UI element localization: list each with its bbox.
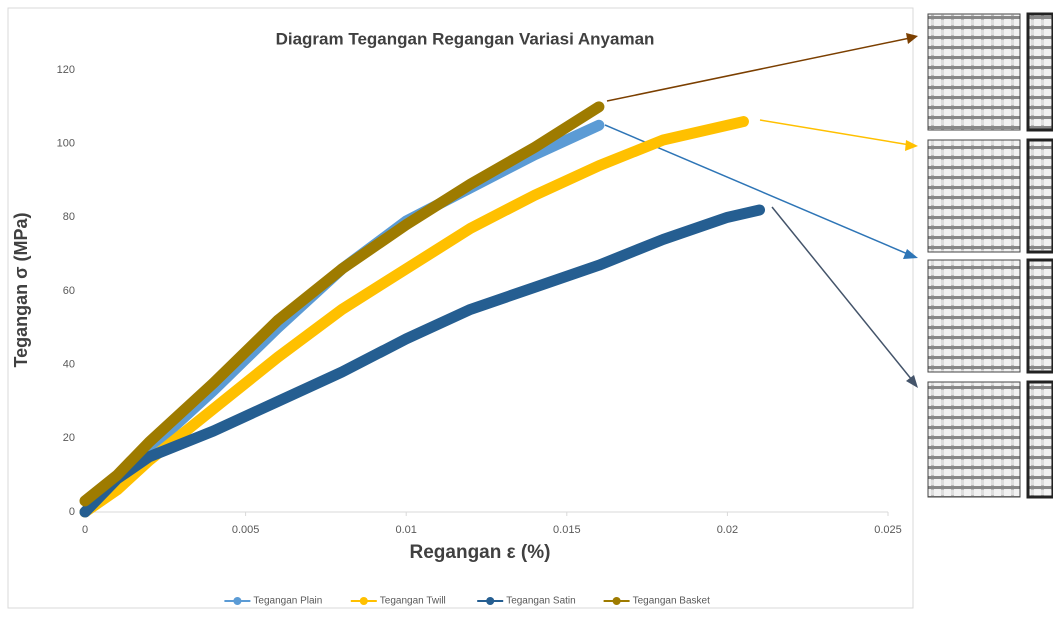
x-tick-label: 0.025 <box>874 524 902 536</box>
legend-label: Tegangan Satin <box>506 596 576 607</box>
x-tick-label: 0.02 <box>717 524 738 536</box>
weave-satin <box>928 382 1020 497</box>
legend-marker <box>486 597 494 605</box>
x-tick-label: 0.005 <box>232 524 260 536</box>
legend-label: Tegangan Plain <box>253 596 322 607</box>
chart-title: Diagram Tegangan Regangan Variasi Anyama… <box>276 29 655 48</box>
weave-twill <box>928 140 1020 252</box>
specimen-satin <box>1028 382 1053 497</box>
chart: Diagram Tegangan Regangan Variasi Anyama… <box>0 0 1053 612</box>
specimen-twill <box>1028 140 1053 252</box>
x-tick-label: 0 <box>82 524 88 536</box>
y-tick-label: 40 <box>63 359 75 371</box>
legend-label: Tegangan Twill <box>380 596 446 607</box>
weave-plain <box>928 260 1020 372</box>
y-tick-label: 20 <box>63 432 75 444</box>
legend-marker <box>360 597 368 605</box>
specimen-basket <box>1028 14 1053 130</box>
y-tick-label: 60 <box>63 285 75 297</box>
legend-label: Tegangan Basket <box>633 596 711 607</box>
weave-basket <box>928 14 1020 130</box>
weave-images <box>922 10 1053 510</box>
legend-marker <box>233 597 241 605</box>
y-tick-label: 0 <box>69 506 75 518</box>
x-tick-label: 0.015 <box>553 524 581 536</box>
y-tick-label: 100 <box>57 138 75 150</box>
y-tick-label: 80 <box>63 211 75 223</box>
legend-marker <box>613 597 621 605</box>
y-tick-label: 120 <box>57 64 75 76</box>
x-axis-label: Regangan ε (%) <box>410 542 551 563</box>
y-axis-label: Tegangan σ (MPa) <box>11 213 31 368</box>
x-tick-label: 0.01 <box>395 524 416 536</box>
specimen-plain <box>1028 260 1053 372</box>
